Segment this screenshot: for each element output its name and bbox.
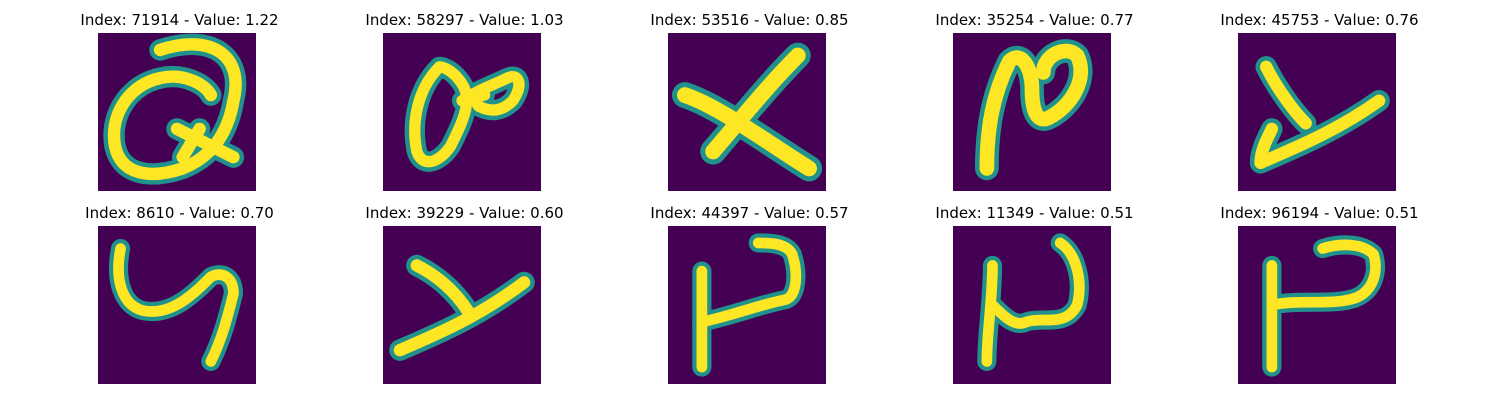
panel-1: Index: 71914 - Value: 1.22 (37, 10, 322, 195)
panel-title: Index: 39229 - Value: 0.60 (365, 204, 564, 222)
panel-9: Index: 11349 - Value: 0.51 (892, 203, 1177, 388)
panel-title: Index: 45753 - Value: 0.76 (1220, 11, 1419, 29)
y-glyph-image (1238, 33, 1396, 191)
panel-title: Index: 35254 - Value: 0.77 (935, 11, 1134, 29)
q-glyph-image (98, 33, 256, 191)
p-glyph-image (1238, 226, 1396, 384)
panel-title: Index: 8610 - Value: 0.70 (85, 204, 274, 222)
n-glyph-image (953, 33, 1111, 191)
panel-10: Index: 96194 - Value: 0.51 (1177, 203, 1462, 388)
panel-title: Index: 11349 - Value: 0.51 (935, 204, 1134, 222)
panel-6: Index: 8610 - Value: 0.70 (37, 203, 322, 388)
panel-title: Index: 44397 - Value: 0.57 (650, 204, 849, 222)
panel-8: Index: 44397 - Value: 0.57 (607, 203, 892, 388)
panel-3: Index: 53516 - Value: 0.85 (607, 10, 892, 195)
n-glyph-image (953, 226, 1111, 384)
panel-7: Index: 39229 - Value: 0.60 (322, 203, 607, 388)
panel-title: Index: 58297 - Value: 1.03 (365, 11, 564, 29)
x-glyph-image (668, 33, 826, 191)
y-glyph-image (383, 226, 541, 384)
panel-title: Index: 96194 - Value: 0.51 (1220, 204, 1419, 222)
panel-5: Index: 45753 - Value: 0.76 (1177, 10, 1462, 195)
panel-title: Index: 53516 - Value: 0.85 (650, 11, 849, 29)
panel-4: Index: 35254 - Value: 0.77 (892, 10, 1177, 195)
loop-glyph-image (383, 33, 541, 191)
y-lower-glyph-image (98, 226, 256, 384)
panel-title: Index: 71914 - Value: 1.22 (80, 11, 279, 29)
p-glyph-image (668, 226, 826, 384)
panel-2: Index: 58297 - Value: 1.03 (322, 10, 607, 195)
